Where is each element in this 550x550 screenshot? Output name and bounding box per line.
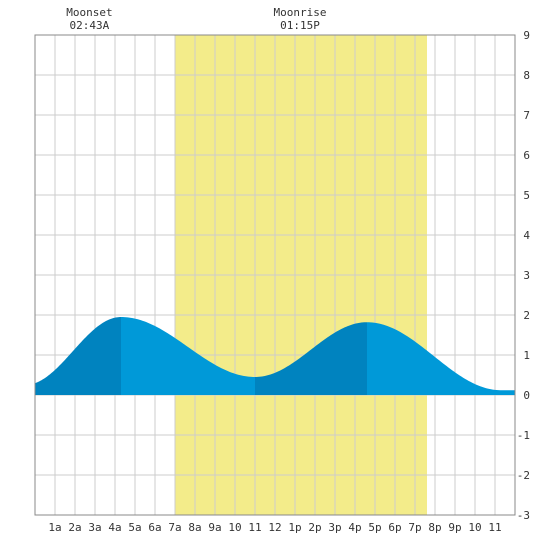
- x-tick-label: 9a: [208, 521, 221, 534]
- x-tick-labels: 1a 2a 3a 4a 5a 6a 7a 8a 9a 10 11 12 1p 2p 3p 4p 5p 6p 7p 8p…: [48, 521, 501, 534]
- moonrise-time: 01:15P: [280, 19, 320, 32]
- x-tick-label: 1p: [288, 521, 301, 534]
- y-tick-label: 7: [523, 109, 530, 122]
- moonrise-label: Moonrise: [274, 6, 327, 19]
- x-tick-label: 4p: [348, 521, 361, 534]
- moonset-time: 02:43A: [70, 19, 110, 32]
- x-tick-label: 6a: [148, 521, 161, 534]
- x-tick-label: 7a: [168, 521, 181, 534]
- x-tick-label: 1a: [48, 521, 61, 534]
- x-tick-label: 8p: [428, 521, 441, 534]
- y-tick-label: 2: [523, 309, 530, 322]
- y-tick-label: 3: [523, 269, 530, 282]
- x-tick-label: 2p: [308, 521, 321, 534]
- x-tick-label: 7p: [408, 521, 421, 534]
- x-tick-label: 10: [468, 521, 481, 534]
- y-tick-label: 6: [523, 149, 530, 162]
- tide-area-rising: [255, 322, 367, 395]
- x-tick-label: 12: [268, 521, 281, 534]
- y-tick-label: 8: [523, 69, 530, 82]
- y-tick-label: -1: [517, 429, 530, 442]
- tide-area-falling: [121, 317, 255, 395]
- y-tick-label: 1: [523, 349, 530, 362]
- x-tick-label: 5p: [368, 521, 381, 534]
- tide-area-rising: [35, 317, 121, 395]
- y-tick-label: 5: [523, 189, 530, 202]
- x-tick-label: 11: [488, 521, 501, 534]
- x-tick-label: 3p: [328, 521, 341, 534]
- x-tick-label: 4a: [108, 521, 121, 534]
- x-tick-label: 10: [228, 521, 241, 534]
- y-tick-label: -2: [517, 469, 530, 482]
- tide-layer: [35, 317, 515, 395]
- x-tick-label: 11: [248, 521, 261, 534]
- grid-layer: [35, 35, 515, 515]
- x-tick-label: 2a: [68, 521, 81, 534]
- x-tick-label: 5a: [128, 521, 141, 534]
- moonset-label: Moonset: [66, 6, 112, 19]
- tide-area-falling: [367, 322, 515, 395]
- y-tick-label: 0: [523, 389, 530, 402]
- x-tick-label: 3a: [88, 521, 101, 534]
- x-tick-label: 9p: [448, 521, 461, 534]
- y-tick-label: 9: [523, 29, 530, 42]
- y-tick-labels: 9 8 7 6 5 4 3 2 1 0 -1 -2 -3: [517, 29, 531, 522]
- plot-border: [34, 34, 516, 516]
- y-tick-label: -3: [517, 509, 530, 522]
- y-tick-label: 4: [523, 229, 530, 242]
- x-tick-label: 8a: [188, 521, 201, 534]
- x-tick-label: 6p: [388, 521, 401, 534]
